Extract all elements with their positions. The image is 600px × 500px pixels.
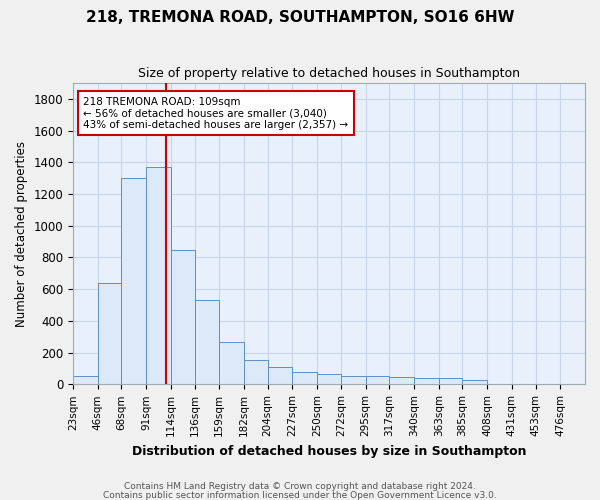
- Text: 218 TREMONA ROAD: 109sqm
← 56% of detached houses are smaller (3,040)
43% of sem: 218 TREMONA ROAD: 109sqm ← 56% of detach…: [83, 96, 349, 130]
- Title: Size of property relative to detached houses in Southampton: Size of property relative to detached ho…: [138, 68, 520, 80]
- Bar: [365, 376, 389, 384]
- Y-axis label: Number of detached properties: Number of detached properties: [15, 140, 28, 326]
- Bar: [146, 167, 171, 384]
- Bar: [463, 380, 487, 384]
- Bar: [244, 360, 268, 384]
- Bar: [439, 378, 463, 384]
- Bar: [73, 376, 98, 384]
- Bar: [389, 377, 414, 384]
- X-axis label: Distribution of detached houses by size in Southampton: Distribution of detached houses by size …: [132, 444, 526, 458]
- Text: Contains HM Land Registry data © Crown copyright and database right 2024.: Contains HM Land Registry data © Crown c…: [124, 482, 476, 491]
- Bar: [341, 376, 365, 384]
- Bar: [98, 283, 121, 384]
- Bar: [292, 372, 317, 384]
- Bar: [317, 374, 341, 384]
- Bar: [414, 378, 439, 384]
- Text: 218, TREMONA ROAD, SOUTHAMPTON, SO16 6HW: 218, TREMONA ROAD, SOUTHAMPTON, SO16 6HW: [86, 10, 514, 25]
- Bar: [171, 250, 194, 384]
- Bar: [121, 178, 146, 384]
- Bar: [268, 367, 292, 384]
- Text: Contains public sector information licensed under the Open Government Licence v3: Contains public sector information licen…: [103, 490, 497, 500]
- Bar: [194, 300, 220, 384]
- Bar: [220, 342, 244, 384]
